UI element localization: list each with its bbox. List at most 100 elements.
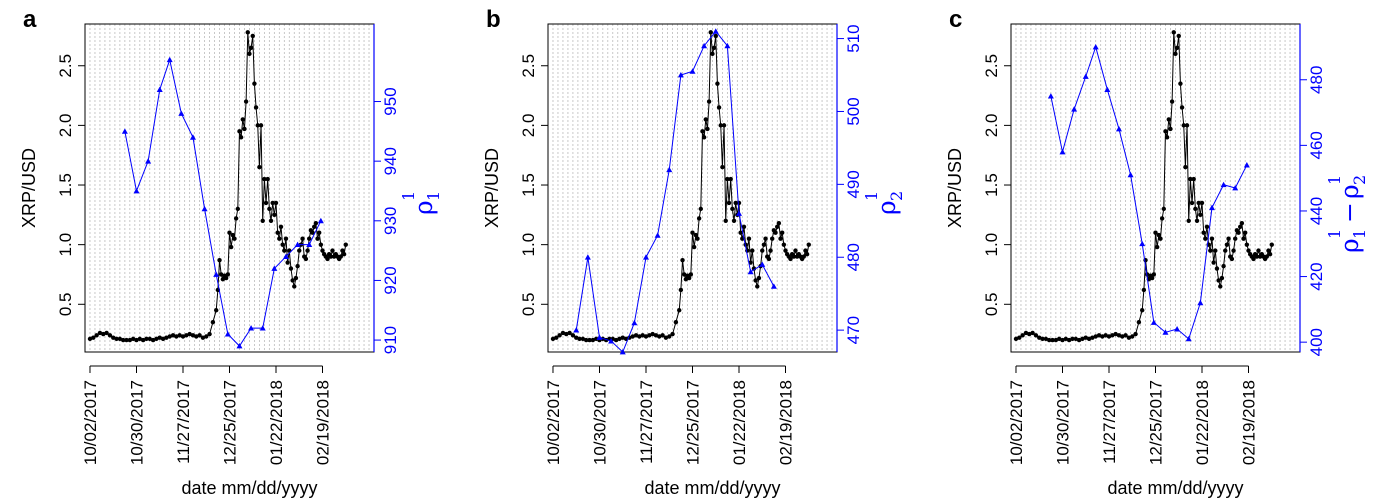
price-point (248, 45, 254, 51)
price-point (1171, 30, 1176, 35)
price-point (1090, 335, 1095, 340)
price-point (1183, 164, 1188, 170)
price-point (593, 336, 599, 342)
price-point (663, 335, 669, 340)
x-tick-label: 01/22/2018 (267, 380, 286, 465)
price-point (1163, 129, 1168, 134)
left-tick-label: 1.0 (519, 233, 538, 257)
x-axis-title: date mm/dd/yyyy (181, 478, 317, 498)
price-point (1063, 336, 1069, 342)
rho-point (306, 241, 313, 248)
price-point (1221, 263, 1226, 269)
rho-point (1104, 86, 1111, 92)
price-point (1194, 218, 1200, 223)
price-point (716, 105, 722, 110)
rho-subscript: 1 (1350, 229, 1369, 239)
price-point (574, 335, 579, 340)
y2-axis-title: ρ11−ρ21 (1325, 175, 1369, 253)
price-point (1133, 331, 1138, 337)
panel-c: c0.51.01.52.02.5XRP/USD400420440460480ρ1… (945, 6, 1369, 498)
price-point (1130, 334, 1135, 339)
price-point (130, 336, 136, 342)
price-point (715, 81, 720, 86)
price-point (1156, 232, 1162, 238)
rho-symbol: ρ (1335, 184, 1364, 199)
price-point (305, 248, 310, 253)
rho-point (259, 325, 266, 331)
price-point (788, 256, 793, 262)
rho-point (201, 205, 208, 212)
price-point (91, 335, 96, 340)
price-point (1141, 287, 1147, 293)
rho-line (575, 30, 775, 353)
minus-sign: − (1335, 202, 1364, 223)
price-point (698, 206, 704, 212)
price-point (1023, 330, 1029, 336)
price-point (164, 335, 169, 340)
price-point (746, 236, 752, 241)
left-tick-label: 1.0 (982, 233, 1001, 257)
x-tick-label: 12/25/2017 (1147, 380, 1166, 465)
x-tick-label: 11/27/2017 (1100, 380, 1119, 464)
price-point (257, 164, 262, 170)
price-point (1236, 230, 1241, 235)
price-point (285, 260, 290, 265)
price-point (1176, 33, 1181, 39)
price-point (806, 242, 811, 247)
price-point (763, 236, 768, 241)
price-point (738, 230, 743, 235)
price-points (1013, 30, 1274, 343)
gridlines (89, 24, 375, 352)
price-point (1204, 224, 1210, 229)
price-point (730, 206, 735, 212)
price-point (660, 333, 665, 338)
price-point (1239, 220, 1245, 226)
rho-point (677, 72, 684, 78)
left-tick-label: 2.0 (982, 114, 1001, 138)
price-point (1267, 251, 1273, 257)
price-point (1037, 335, 1042, 340)
price-point (288, 266, 294, 271)
price-point (670, 331, 675, 337)
price-point (1047, 337, 1052, 343)
price-point (1154, 244, 1160, 250)
price-point (564, 331, 569, 337)
rho-point (1139, 240, 1146, 247)
price-point (1178, 81, 1183, 86)
price-point (217, 257, 222, 263)
price-point (97, 330, 103, 336)
price-point (316, 230, 322, 235)
price-point (157, 335, 162, 340)
rho-point (608, 338, 615, 344)
price-point (290, 278, 295, 283)
price-point (1070, 336, 1075, 342)
rho-point (189, 134, 196, 140)
price-point (633, 333, 639, 338)
rho-point (156, 86, 163, 92)
price-point (647, 333, 652, 338)
price-point (1056, 336, 1062, 342)
price-point (232, 236, 237, 241)
price-point (770, 236, 775, 241)
price-point (258, 123, 264, 128)
price-point (550, 336, 556, 342)
right-tick-label: 490 (844, 170, 863, 198)
price-point (736, 200, 742, 206)
price-point (1093, 334, 1098, 339)
price-point (330, 248, 335, 253)
price-point (630, 334, 635, 339)
rho-point (584, 254, 591, 260)
price-point (1113, 331, 1118, 337)
price-point (718, 123, 723, 128)
rho-points (121, 56, 324, 349)
price-point (1216, 278, 1221, 283)
price-point (1164, 135, 1170, 140)
price-point (756, 275, 762, 281)
price-point (233, 216, 239, 221)
price-point (1030, 330, 1035, 336)
price-point (728, 176, 733, 182)
price-point (1218, 284, 1223, 289)
price-point (705, 126, 710, 132)
price-point (1053, 337, 1059, 343)
price-point (1251, 256, 1256, 262)
